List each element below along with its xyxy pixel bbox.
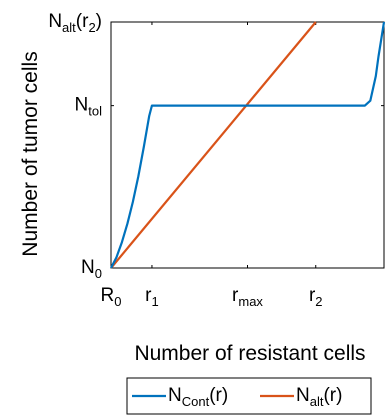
legend: NCont(r) Nalt(r) xyxy=(126,377,372,415)
x-tick-label: r2 xyxy=(309,285,323,309)
y-tick-label: Nalt(r2) xyxy=(48,11,102,35)
x-tick-label: rmax xyxy=(232,285,263,309)
x-axis-ticks: R0 r1 rmax r2 xyxy=(101,285,323,309)
legend-box xyxy=(126,377,372,415)
y-axis-title: Number of tumor cells xyxy=(19,51,42,256)
axes-box xyxy=(110,21,385,269)
series-line-alt xyxy=(110,21,317,269)
x-tick-label: R0 xyxy=(101,285,122,309)
plot-area xyxy=(110,21,386,269)
x-tick-label: r1 xyxy=(145,285,159,309)
y-tick-label: N0 xyxy=(81,257,102,281)
x-axis-title: Number of resistant cells xyxy=(134,342,365,365)
y-axis-ticks: N0 Ntol Nalt(r2) xyxy=(48,11,102,281)
legend-label: NCont(r) xyxy=(168,385,228,409)
legend-label: Nalt(r) xyxy=(296,385,342,409)
y-tick-label: Ntol xyxy=(75,95,103,119)
series-line-cont xyxy=(110,21,386,269)
